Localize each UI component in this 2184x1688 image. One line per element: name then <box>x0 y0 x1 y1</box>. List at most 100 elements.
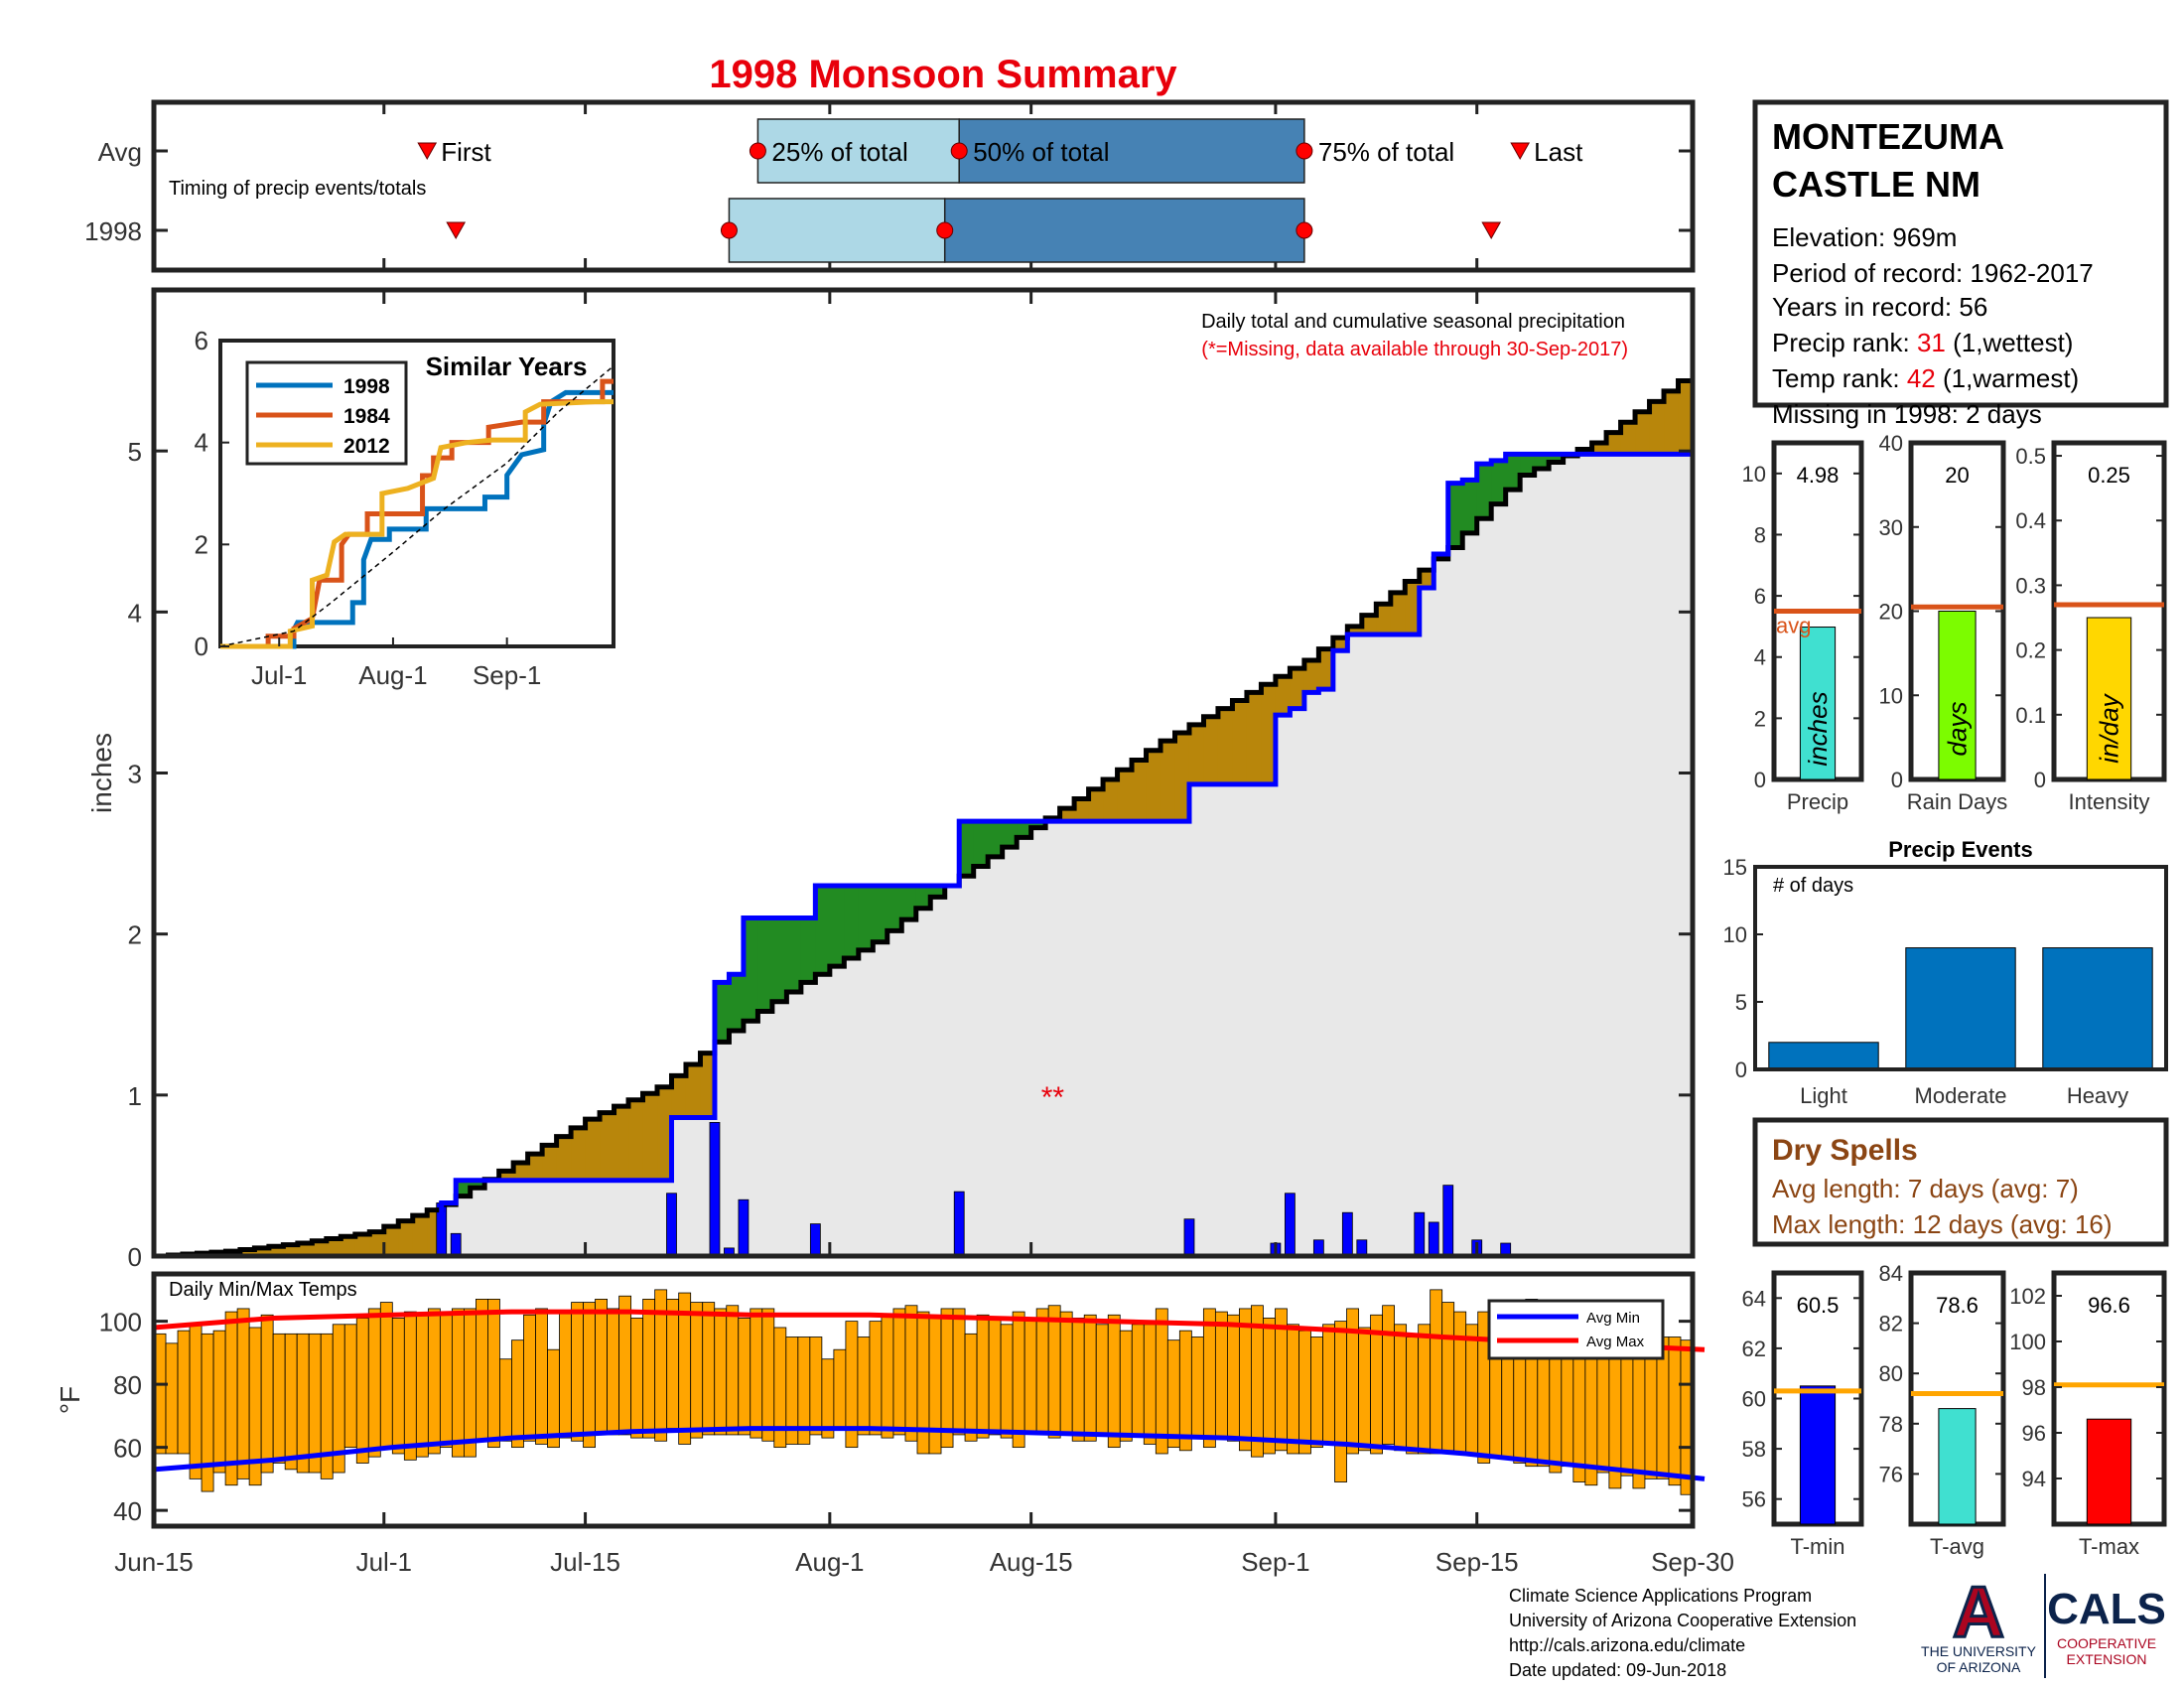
cumulative-area-segment <box>470 1188 485 1256</box>
temp-legend <box>1487 1299 1665 1360</box>
cumulative-area-segment <box>1491 503 1507 1257</box>
cumulative-area-segment <box>513 1180 529 1256</box>
figure-title: 1998 Monsoon Summary <box>709 53 1177 96</box>
psum-0-category-label: Precip <box>1787 789 1848 814</box>
daily-precip-bar <box>1341 1211 1353 1257</box>
credits-line2: University of Arizona Cooperative Extens… <box>1509 1611 1856 1630</box>
temp-bar <box>1012 1311 1025 1449</box>
deviation-segment <box>714 982 731 1043</box>
deviation-segment <box>1332 637 1348 651</box>
cumulative-area-segment <box>901 919 917 1256</box>
deviation-segment <box>1117 770 1133 822</box>
dry-spells-box: Dry Spells Avg length: 7 days (avg: 7) M… <box>1752 1117 2169 1247</box>
events-tick-label: 5 <box>1735 990 1747 1015</box>
temp-bar <box>1000 1324 1014 1439</box>
temp-bar <box>1059 1311 1073 1436</box>
temp-bar <box>666 1299 680 1429</box>
temp-bar <box>1155 1308 1168 1455</box>
cumulative-area-segment <box>1620 454 1636 1256</box>
cumulative-area-segment <box>642 1180 658 1256</box>
label-p75: 75% of total <box>1318 137 1454 167</box>
cumulative-area-segment <box>628 1180 644 1256</box>
inset-y-tick-label: 6 <box>195 326 208 355</box>
cumulative-area-segment <box>858 949 874 1256</box>
deviation-segment <box>685 1064 702 1118</box>
cumulative-area-segment <box>600 1180 615 1256</box>
p75-marker <box>1296 142 1313 160</box>
cumulative-area-segment <box>1146 821 1161 1256</box>
temp-bar <box>1596 1339 1610 1474</box>
deviation-segment <box>1491 460 1507 504</box>
deviation-segment <box>297 1243 313 1256</box>
cumulative-area-segment <box>614 1180 629 1256</box>
temp-bar <box>439 1311 453 1449</box>
legend-label-avg-max: Avg Max <box>1586 1334 1645 1350</box>
deviation-segment <box>1290 668 1305 709</box>
coop-line2: EXTENSION <box>2067 1651 2147 1667</box>
deviation-segment <box>988 821 1004 857</box>
temp-bar <box>1047 1305 1061 1439</box>
psum-0-tick-label: 0 <box>1754 768 1766 792</box>
deviation-segment <box>671 1075 687 1118</box>
cumulative-area-segment <box>829 966 845 1256</box>
deviation-segment <box>1246 692 1263 784</box>
deviation-segment <box>1462 480 1478 533</box>
inset-y-tick-label: 4 <box>195 428 208 458</box>
deviation-segment <box>1146 750 1161 822</box>
temp-bar <box>1394 1324 1408 1452</box>
temp-bar <box>630 1318 644 1439</box>
deviation-segment <box>700 1053 716 1118</box>
cumulative-area-segment <box>1088 821 1104 1256</box>
temp-bar <box>857 1336 871 1436</box>
cumulative-area-segment <box>1664 454 1680 1256</box>
deviation-segment <box>1649 401 1665 455</box>
tsum-0-category-label: T-min <box>1791 1534 1845 1559</box>
tsum-1-bar <box>1938 1408 1977 1525</box>
timing-box-50-75 <box>958 118 1305 184</box>
deviation-segment <box>1303 659 1319 693</box>
psum-0-bar <box>1799 627 1837 780</box>
precip-summary-panel: 0 2 4 6 8 10 4.98 Precip inches avg 0 10 20 30 40 20 Rai… <box>1742 431 2167 814</box>
temp-bar <box>1310 1336 1323 1449</box>
cumulative-area-segment <box>1117 821 1133 1256</box>
timing-box-25-50 <box>728 198 946 263</box>
events-tick-label: 10 <box>1723 922 1747 947</box>
cumulative-area-segment <box>1303 692 1319 1256</box>
temp-title: Daily Min/Max Temps <box>169 1279 357 1301</box>
cals-logo: CALS <box>2047 1585 2166 1633</box>
deviation-segment <box>354 1233 370 1256</box>
temp-bar <box>415 1314 429 1458</box>
temp-y-tick-label: 40 <box>113 1496 142 1526</box>
psum-0-tick-label: 8 <box>1754 522 1766 547</box>
inset-y-tick-label: 0 <box>195 632 208 661</box>
y-tick-label: 0 <box>128 1242 142 1272</box>
temp-bar <box>1143 1324 1157 1445</box>
ua-name-line2: OF ARIZONA <box>1937 1659 2021 1675</box>
tsum-0-tick-label: 58 <box>1742 1437 1766 1462</box>
temp-bar <box>1465 1324 1479 1455</box>
deviation-segment <box>1074 798 1090 822</box>
deviation-segment <box>614 1106 629 1181</box>
cumulative-area-segment <box>1678 454 1694 1256</box>
cumulative-area-segment <box>973 866 989 1256</box>
deviation-segment <box>470 1180 485 1189</box>
temp-bar <box>1322 1324 1335 1445</box>
temp-bar <box>892 1308 906 1436</box>
cumulative-area-segment <box>585 1180 601 1256</box>
psum-2-bar <box>2086 617 2132 780</box>
deviation-segment <box>858 886 874 950</box>
psum-2-unit-label: in/day <box>2095 692 2124 763</box>
deviation-segment <box>527 1154 543 1181</box>
label-p50: 50% of total <box>973 137 1109 167</box>
cumulative-area-segment <box>1045 821 1061 1256</box>
temp-bar <box>1024 1318 1037 1433</box>
cumulative-area-segment <box>1563 456 1578 1256</box>
temp-bar <box>1406 1336 1420 1455</box>
temp-bar <box>1202 1308 1216 1449</box>
temp-bar <box>367 1308 381 1458</box>
inset-x-tick-label: Aug-1 <box>358 660 427 690</box>
temp-bar <box>523 1314 536 1442</box>
deviation-segment <box>498 1171 514 1181</box>
deviation-segment <box>1591 443 1607 455</box>
psum-2-value-label: 0.25 <box>2088 463 2130 488</box>
